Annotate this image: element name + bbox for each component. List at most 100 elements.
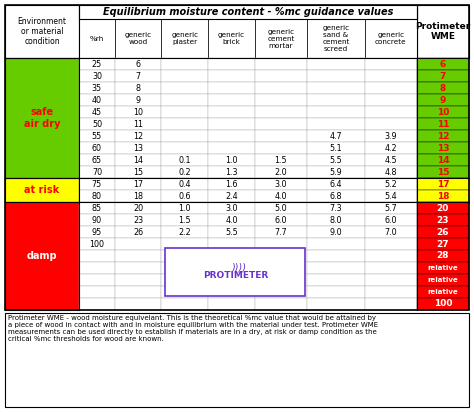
Bar <box>208 178 255 190</box>
Bar <box>115 178 162 190</box>
Text: 7: 7 <box>136 72 141 80</box>
Bar <box>162 250 208 262</box>
Bar <box>165 248 305 295</box>
Bar <box>365 154 417 166</box>
Text: 26: 26 <box>437 227 449 236</box>
Bar <box>255 166 307 178</box>
Bar <box>208 142 255 154</box>
Text: 11: 11 <box>133 119 143 129</box>
Bar <box>365 286 417 298</box>
Bar <box>307 190 365 202</box>
Text: relative: relative <box>428 277 458 283</box>
Bar <box>255 298 307 310</box>
Bar <box>417 58 469 70</box>
Text: 85: 85 <box>92 204 102 213</box>
Text: 0.6: 0.6 <box>179 192 191 201</box>
Bar <box>79 82 115 94</box>
Bar <box>417 214 469 226</box>
Bar <box>255 190 307 202</box>
Text: 1.0: 1.0 <box>225 155 238 164</box>
Bar <box>115 298 162 310</box>
Bar <box>307 166 365 178</box>
Text: 50: 50 <box>92 119 102 129</box>
Text: 3.9: 3.9 <box>384 131 397 140</box>
Text: 13: 13 <box>133 143 143 152</box>
Bar <box>365 250 417 262</box>
Bar <box>208 298 255 310</box>
Bar <box>417 106 469 118</box>
Bar <box>255 274 307 286</box>
Text: 4.5: 4.5 <box>384 155 397 164</box>
Text: 17: 17 <box>437 180 449 189</box>
Bar <box>365 298 417 310</box>
Text: PROTIMETER: PROTIMETER <box>202 271 268 280</box>
Bar <box>417 178 469 190</box>
Bar <box>255 130 307 142</box>
Bar <box>208 118 255 130</box>
Text: 15: 15 <box>133 168 143 176</box>
Bar <box>255 178 307 190</box>
Bar <box>115 94 162 106</box>
Text: 10: 10 <box>437 108 449 117</box>
Text: 18: 18 <box>437 192 449 201</box>
Bar <box>417 130 469 142</box>
Text: 9: 9 <box>440 96 446 105</box>
Text: 0.4: 0.4 <box>179 180 191 189</box>
Bar <box>162 82 208 94</box>
Bar <box>307 262 365 274</box>
Bar <box>307 70 365 82</box>
Bar <box>79 70 115 82</box>
Bar <box>162 202 208 214</box>
Bar <box>162 19 208 58</box>
Text: 30: 30 <box>92 72 102 80</box>
Bar <box>365 19 417 58</box>
Bar <box>79 190 115 202</box>
Text: safe
air dry: safe air dry <box>24 107 60 129</box>
Bar <box>208 130 255 142</box>
Bar <box>417 250 469 262</box>
Text: 0.2: 0.2 <box>179 168 191 176</box>
Bar <box>208 19 255 58</box>
Text: generic
sand &
cement
screed: generic sand & cement screed <box>322 25 349 52</box>
Text: 7.0: 7.0 <box>384 227 397 236</box>
Text: generic
brick: generic brick <box>218 32 245 45</box>
Bar <box>417 190 469 202</box>
Text: 55: 55 <box>92 131 102 140</box>
Bar <box>255 250 307 262</box>
Text: 2.0: 2.0 <box>274 168 287 176</box>
Bar <box>417 286 469 298</box>
Text: 20: 20 <box>133 204 143 213</box>
Text: 6: 6 <box>440 59 446 68</box>
Bar <box>365 118 417 130</box>
Text: generic
wood: generic wood <box>125 32 152 45</box>
Bar <box>307 226 365 238</box>
Bar <box>115 19 162 58</box>
Text: 100: 100 <box>90 239 104 248</box>
Text: Equilibrium moisture content - %mc guidance values: Equilibrium moisture content - %mc guida… <box>103 7 393 17</box>
Bar <box>365 190 417 202</box>
Bar <box>115 82 162 94</box>
Text: 1.5: 1.5 <box>274 155 287 164</box>
Bar <box>115 190 162 202</box>
Bar <box>115 250 162 262</box>
Bar <box>79 130 115 142</box>
Text: relative: relative <box>428 289 458 295</box>
Bar <box>5 178 79 202</box>
Text: 11: 11 <box>437 119 449 129</box>
Bar <box>162 166 208 178</box>
Text: 90: 90 <box>92 215 102 225</box>
Bar <box>417 166 469 178</box>
Bar <box>365 94 417 106</box>
Text: 100: 100 <box>434 300 452 309</box>
Text: 95: 95 <box>92 227 102 236</box>
Bar <box>307 130 365 142</box>
Bar <box>79 286 115 298</box>
Text: 60: 60 <box>92 143 102 152</box>
Text: 23: 23 <box>133 215 143 225</box>
Bar <box>79 178 115 190</box>
Bar <box>208 58 255 70</box>
Text: 2.4: 2.4 <box>225 192 238 201</box>
Bar <box>365 70 417 82</box>
Bar <box>208 286 255 298</box>
Bar <box>162 298 208 310</box>
